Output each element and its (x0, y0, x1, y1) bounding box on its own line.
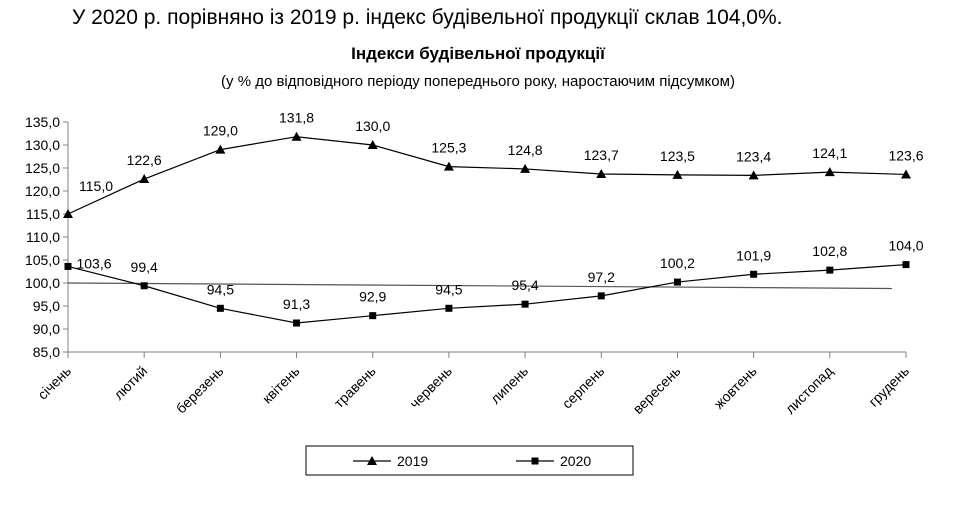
series-line-2020 (67, 264, 907, 324)
data-label: 123,5 (660, 148, 695, 164)
data-label: 124,1 (812, 145, 847, 161)
legend: 2019 2020 (305, 445, 634, 476)
x-tick-label: грудень (865, 363, 912, 410)
data-point-square (597, 292, 605, 300)
data-point-triangle (520, 163, 531, 173)
data-point-triangle (824, 167, 835, 177)
data-label: 124,8 (508, 142, 543, 158)
y-tick-label: 90,0 (33, 321, 60, 337)
data-point-square (293, 319, 301, 327)
legend-marker-square (531, 457, 539, 465)
data-point-triangle (291, 131, 302, 141)
data-point-square (521, 300, 529, 308)
y-tick-label: 95,0 (33, 298, 60, 314)
legend-label: 2020 (560, 453, 591, 469)
y-tick-label: 120,0 (25, 183, 60, 199)
x-axis-ticks: січень лютий березень квітень травень червень… (34, 352, 912, 417)
data-point-square (445, 304, 453, 312)
data-label: 97,2 (588, 269, 615, 285)
data-label: 129,0 (203, 123, 238, 139)
y-tick-label: 115,0 (26, 206, 60, 222)
data-label: 91,3 (283, 296, 310, 312)
data-point-triangle (748, 170, 759, 180)
data-point-triangle (443, 161, 454, 171)
data-point-square (826, 266, 834, 274)
data-point-square (140, 282, 148, 290)
y-tick-label: 125,0 (25, 160, 60, 176)
chart-title: Індекси будівельної продукції (351, 44, 605, 63)
data-label: 104,0 (888, 238, 923, 254)
x-tick-label: квітень (259, 363, 303, 407)
data-label: 94,5 (207, 281, 234, 297)
data-label: 92,9 (359, 289, 386, 305)
data-point-triangle (596, 168, 607, 178)
x-tick-label: липень (487, 363, 531, 407)
data-point-triangle (63, 209, 73, 218)
x-tick-label: січень (34, 363, 74, 403)
headline: У 2020 р. порівняно із 2019 р. індекс бу… (72, 6, 783, 29)
data-point-triangle (367, 140, 378, 149)
reference-line (67, 282, 893, 290)
x-tick-label: травень (331, 363, 379, 411)
data-label: 94,5 (435, 281, 462, 297)
y-tick-label: 85,0 (33, 344, 60, 360)
data-point-square (902, 261, 910, 269)
data-label: 115,0 (79, 178, 113, 194)
data-point-triangle (139, 174, 150, 184)
legend-label: 2019 (397, 453, 428, 469)
data-label: 99,4 (131, 259, 158, 275)
y-tick-label: 105,0 (25, 252, 60, 268)
x-tick-label: червень (406, 363, 455, 412)
x-tick-label: листопад (782, 363, 836, 417)
data-label: 131,8 (279, 110, 314, 126)
data-point-triangle (672, 169, 683, 179)
data-label: 123,6 (888, 147, 923, 163)
x-tick-label: жовтень (711, 363, 760, 412)
y-tick-label: 130,0 (25, 137, 60, 153)
y-tick-label: 110,0 (26, 229, 60, 245)
data-label: 130,0 (355, 118, 390, 134)
data-point-triangle (215, 144, 226, 154)
x-tick-label: вересень (630, 363, 684, 417)
data-label: 101,9 (736, 247, 771, 263)
data-label: 123,7 (584, 147, 619, 163)
data-point-triangle (901, 169, 911, 179)
y-tick-label: 135,0 (25, 114, 60, 130)
data-point-square (369, 312, 377, 320)
data-point-square (673, 278, 681, 286)
data-point-square (750, 270, 758, 278)
legend-marker-triangle (367, 456, 377, 465)
x-tick-label: серпень (559, 363, 608, 412)
data-label: 123,4 (736, 148, 771, 164)
data-label: 95,4 (511, 277, 538, 293)
y-tick-label: 100,0 (25, 275, 60, 291)
data-point-square (64, 262, 72, 270)
reference-line-group (67, 282, 893, 290)
data-label: 102,8 (812, 243, 847, 259)
y-axis-ticks: 85,0 90,0 95,0 100,0 105,0 110,0 115,0 120,0 125… (25, 114, 68, 360)
x-tick-label: березень (173, 363, 227, 417)
x-tick-label: лютий (110, 363, 150, 403)
data-label: 103,6 (76, 255, 111, 271)
data-label: 122,6 (127, 152, 162, 168)
data-label: 125,3 (431, 140, 466, 156)
series-line-2019 (67, 136, 907, 215)
data-point-square (216, 304, 224, 312)
series-group: 115,0 122,6 129,0 131,8 130,0 125,3 124,8 123,7… (63, 110, 924, 327)
chart-subtitle: (у % до відповідного періоду попередньог… (221, 73, 735, 90)
data-label: 100,2 (660, 255, 695, 271)
